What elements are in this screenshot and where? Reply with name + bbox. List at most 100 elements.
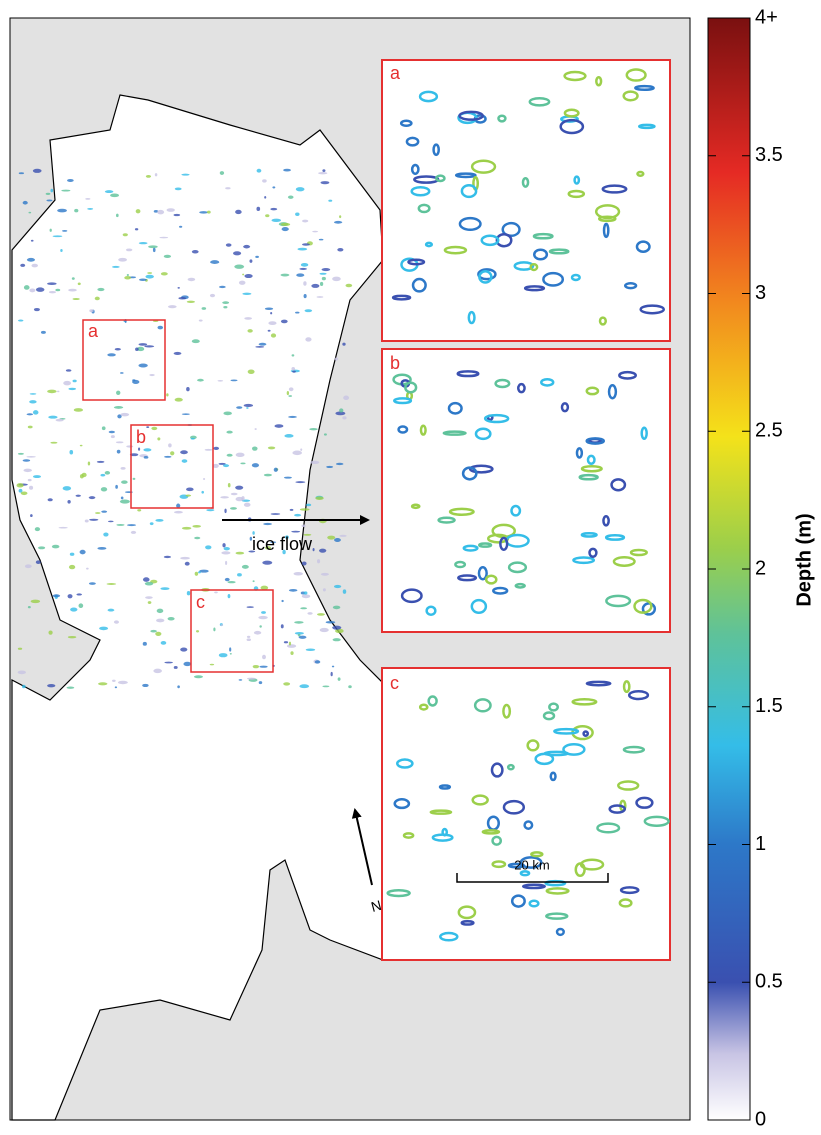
speckle <box>303 281 306 285</box>
speckle <box>179 226 182 228</box>
speckle <box>33 169 42 173</box>
speckle <box>23 459 31 461</box>
speckle <box>196 630 199 632</box>
speckle <box>157 326 163 330</box>
speckle <box>328 200 332 202</box>
speckle <box>228 483 231 487</box>
speckle <box>230 507 237 510</box>
speckle <box>223 306 227 308</box>
speckle <box>231 379 238 381</box>
speckle <box>120 372 124 374</box>
speckle <box>72 380 76 383</box>
speckle <box>100 474 105 477</box>
speckle <box>74 209 78 213</box>
speckle <box>28 426 33 429</box>
speckle <box>116 524 124 526</box>
speckle <box>332 626 341 630</box>
speckle <box>120 413 129 416</box>
speckle <box>290 509 294 511</box>
speckle <box>159 237 168 239</box>
speckle <box>102 426 106 430</box>
speckle <box>319 273 326 275</box>
speckle <box>334 221 342 224</box>
speckle <box>135 228 138 230</box>
speckle <box>227 454 233 457</box>
speckle <box>166 393 168 396</box>
speckle <box>68 594 73 598</box>
speckle <box>254 631 261 635</box>
colorbar-tick-label: 3 <box>755 282 766 304</box>
speckle <box>265 308 273 310</box>
speckle <box>322 169 325 172</box>
speckle <box>22 685 26 689</box>
speckle <box>234 265 244 269</box>
speckle <box>321 181 330 184</box>
speckle <box>68 388 76 390</box>
speckle <box>292 451 302 456</box>
speckle <box>268 446 275 449</box>
speckle <box>78 282 81 285</box>
speckle <box>145 582 153 586</box>
speckle <box>121 496 124 499</box>
speckle <box>183 662 191 666</box>
speckle <box>300 607 307 609</box>
speckle <box>320 628 329 632</box>
speckle <box>315 660 320 663</box>
speckle <box>157 210 164 214</box>
speckle <box>220 171 224 175</box>
speckle <box>327 536 335 540</box>
speckle <box>146 426 149 428</box>
speckle <box>139 242 148 244</box>
speckle <box>105 471 110 475</box>
inset-label: b <box>390 353 400 373</box>
speckle <box>164 662 173 664</box>
speckle <box>49 291 56 293</box>
speckle <box>247 678 256 680</box>
speckle <box>17 483 24 487</box>
speckle <box>187 301 195 303</box>
inset <box>382 349 670 632</box>
speckle <box>57 209 67 213</box>
speckle <box>67 179 74 182</box>
speckle <box>322 685 329 687</box>
speckle <box>120 500 130 504</box>
speckle <box>262 561 272 565</box>
speckle <box>27 413 33 415</box>
speckle <box>164 255 171 258</box>
speckle <box>25 564 32 568</box>
speckle <box>168 617 175 621</box>
speckle <box>322 277 326 280</box>
speckle <box>337 248 343 251</box>
speckle <box>148 601 152 604</box>
speckle <box>205 449 213 451</box>
speckle <box>252 447 258 451</box>
speckle <box>226 431 232 434</box>
speckle <box>164 556 171 558</box>
speckle <box>23 201 28 205</box>
map-box-label: c <box>196 592 205 612</box>
speckle <box>311 284 319 288</box>
speckle <box>87 208 93 210</box>
speckle <box>89 519 98 521</box>
speckle <box>300 508 310 511</box>
speckle <box>114 620 119 623</box>
speckle <box>217 380 223 382</box>
speckle <box>89 582 96 585</box>
speckle <box>143 577 150 582</box>
speckle <box>321 573 329 576</box>
speckle <box>268 330 271 332</box>
speckle <box>225 561 227 565</box>
speckle <box>76 495 81 497</box>
speckle <box>246 407 249 409</box>
colorbar-tick-label: 1 <box>755 833 766 855</box>
speckle <box>291 531 300 533</box>
speckle <box>192 525 201 528</box>
speckle <box>82 473 87 477</box>
speckle <box>191 438 195 440</box>
speckle <box>27 258 35 262</box>
speckle <box>244 274 252 278</box>
speckle <box>318 172 327 174</box>
speckle <box>313 548 315 551</box>
speckle <box>137 509 141 511</box>
speckle <box>63 381 71 386</box>
